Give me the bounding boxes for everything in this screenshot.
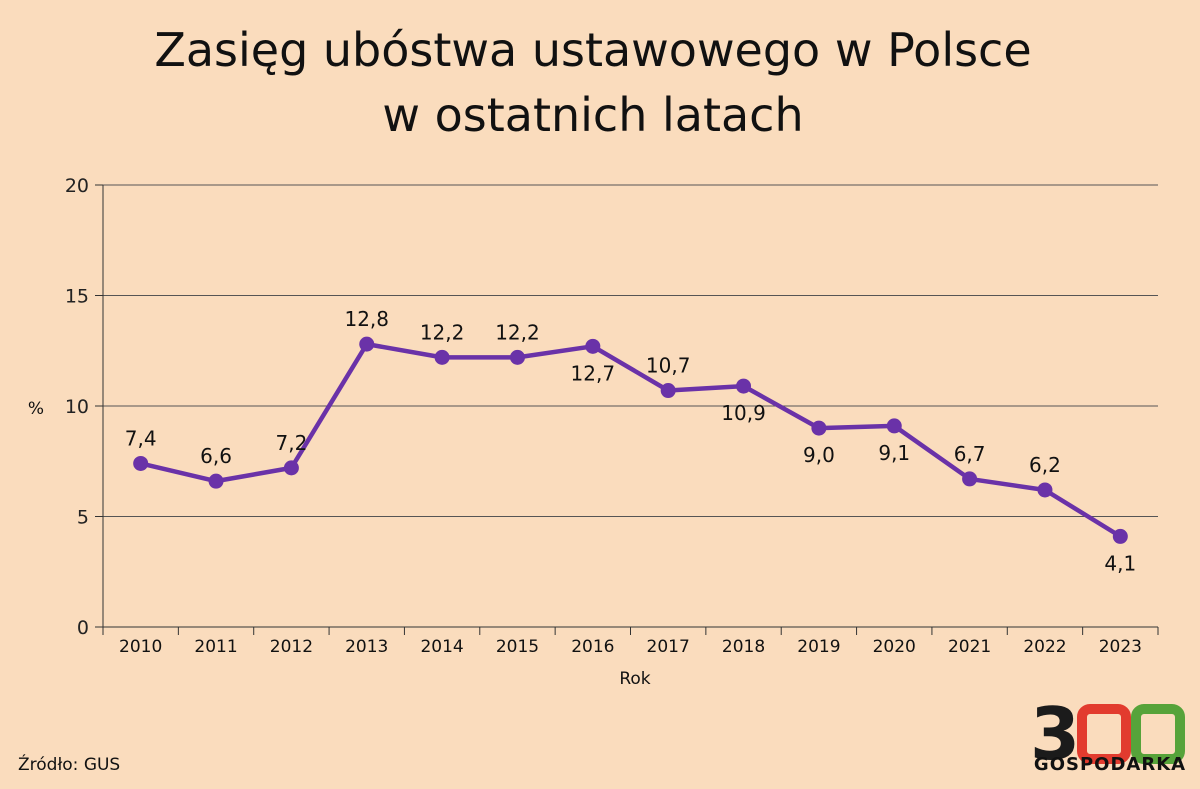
x-tick-label: 2016 (571, 637, 614, 657)
y-tick-label: 20 (65, 175, 89, 197)
data-point (434, 349, 450, 365)
x-axis-title: Rok (619, 669, 650, 689)
y-tick-label: 0 (77, 617, 89, 639)
x-tick-label: 2013 (345, 637, 388, 657)
data-label: 12,7 (571, 361, 616, 385)
data-label: 4,1 (1104, 551, 1136, 575)
data-point (886, 418, 902, 434)
grid (103, 184, 1158, 517)
y-tick-label: 15 (65, 286, 89, 308)
y-axis-title: % (28, 399, 44, 419)
data-label: 12,2 (420, 320, 465, 344)
x-tick-label: 2018 (722, 637, 765, 657)
y-tick-label: 10 (65, 396, 89, 418)
x-tick-label: 2015 (496, 637, 539, 657)
x-tick-label: 2020 (873, 637, 916, 657)
data-label: 6,7 (954, 442, 986, 466)
x-tick-label: 2023 (1099, 637, 1142, 657)
axes: 0 5 10 15 20 2010 2011 2012 2013 2014 2015 2016 2017… (65, 175, 1159, 657)
data-label: 6,2 (1029, 453, 1061, 477)
data-label: 12,8 (344, 307, 389, 331)
series (133, 336, 1128, 544)
x-tick-label: 2011 (194, 637, 237, 657)
x-tick-label: 2019 (797, 637, 840, 657)
series-line (140, 341, 1122, 539)
data-point (1112, 528, 1128, 544)
x-tick-label: 2021 (948, 637, 991, 657)
data-label: 12,2 (495, 320, 540, 344)
data-label: 9,1 (878, 441, 910, 465)
data-point (359, 336, 375, 352)
data-point (660, 383, 676, 399)
x-tick-label: 2022 (1023, 637, 1066, 657)
x-tick-label: 2012 (270, 637, 313, 657)
svg-text:3: 3 (1030, 692, 1080, 776)
source-note: Źródło: GUS (18, 755, 121, 775)
data-point (585, 338, 601, 354)
data-point (962, 471, 978, 487)
data-point (1037, 482, 1053, 498)
data-point (736, 378, 752, 394)
data-point (208, 473, 224, 489)
data-labels: 7,4 6,6 7,2 12,8 12,2 12,2 12,7 10,7 10,9 9,0 9,1 6… (125, 307, 1136, 575)
chart-title-line-2: w ostatnich latach (382, 88, 803, 142)
x-tick-label: 2014 (420, 637, 463, 657)
y-tick-label: 5 (77, 507, 89, 529)
data-point (283, 460, 299, 476)
data-point (811, 420, 827, 436)
data-point (509, 349, 525, 365)
data-label: 6,6 (200, 444, 232, 468)
data-label: 9,0 (803, 443, 835, 467)
data-label: 7,2 (275, 431, 307, 455)
data-label: 7,4 (125, 426, 157, 450)
x-tick-label: 2017 (647, 637, 690, 657)
chart-title-line-1: Zasięg ubóstwa ustawowego w Polsce (154, 23, 1031, 77)
data-point (133, 455, 149, 471)
logo-300-icon: 3 (1030, 692, 1185, 776)
logo-text: GOSPODARKA (1033, 754, 1187, 775)
data-label: 10,7 (646, 354, 691, 378)
data-label: 10,9 (721, 401, 766, 425)
x-tick-label: 2010 (119, 637, 162, 657)
